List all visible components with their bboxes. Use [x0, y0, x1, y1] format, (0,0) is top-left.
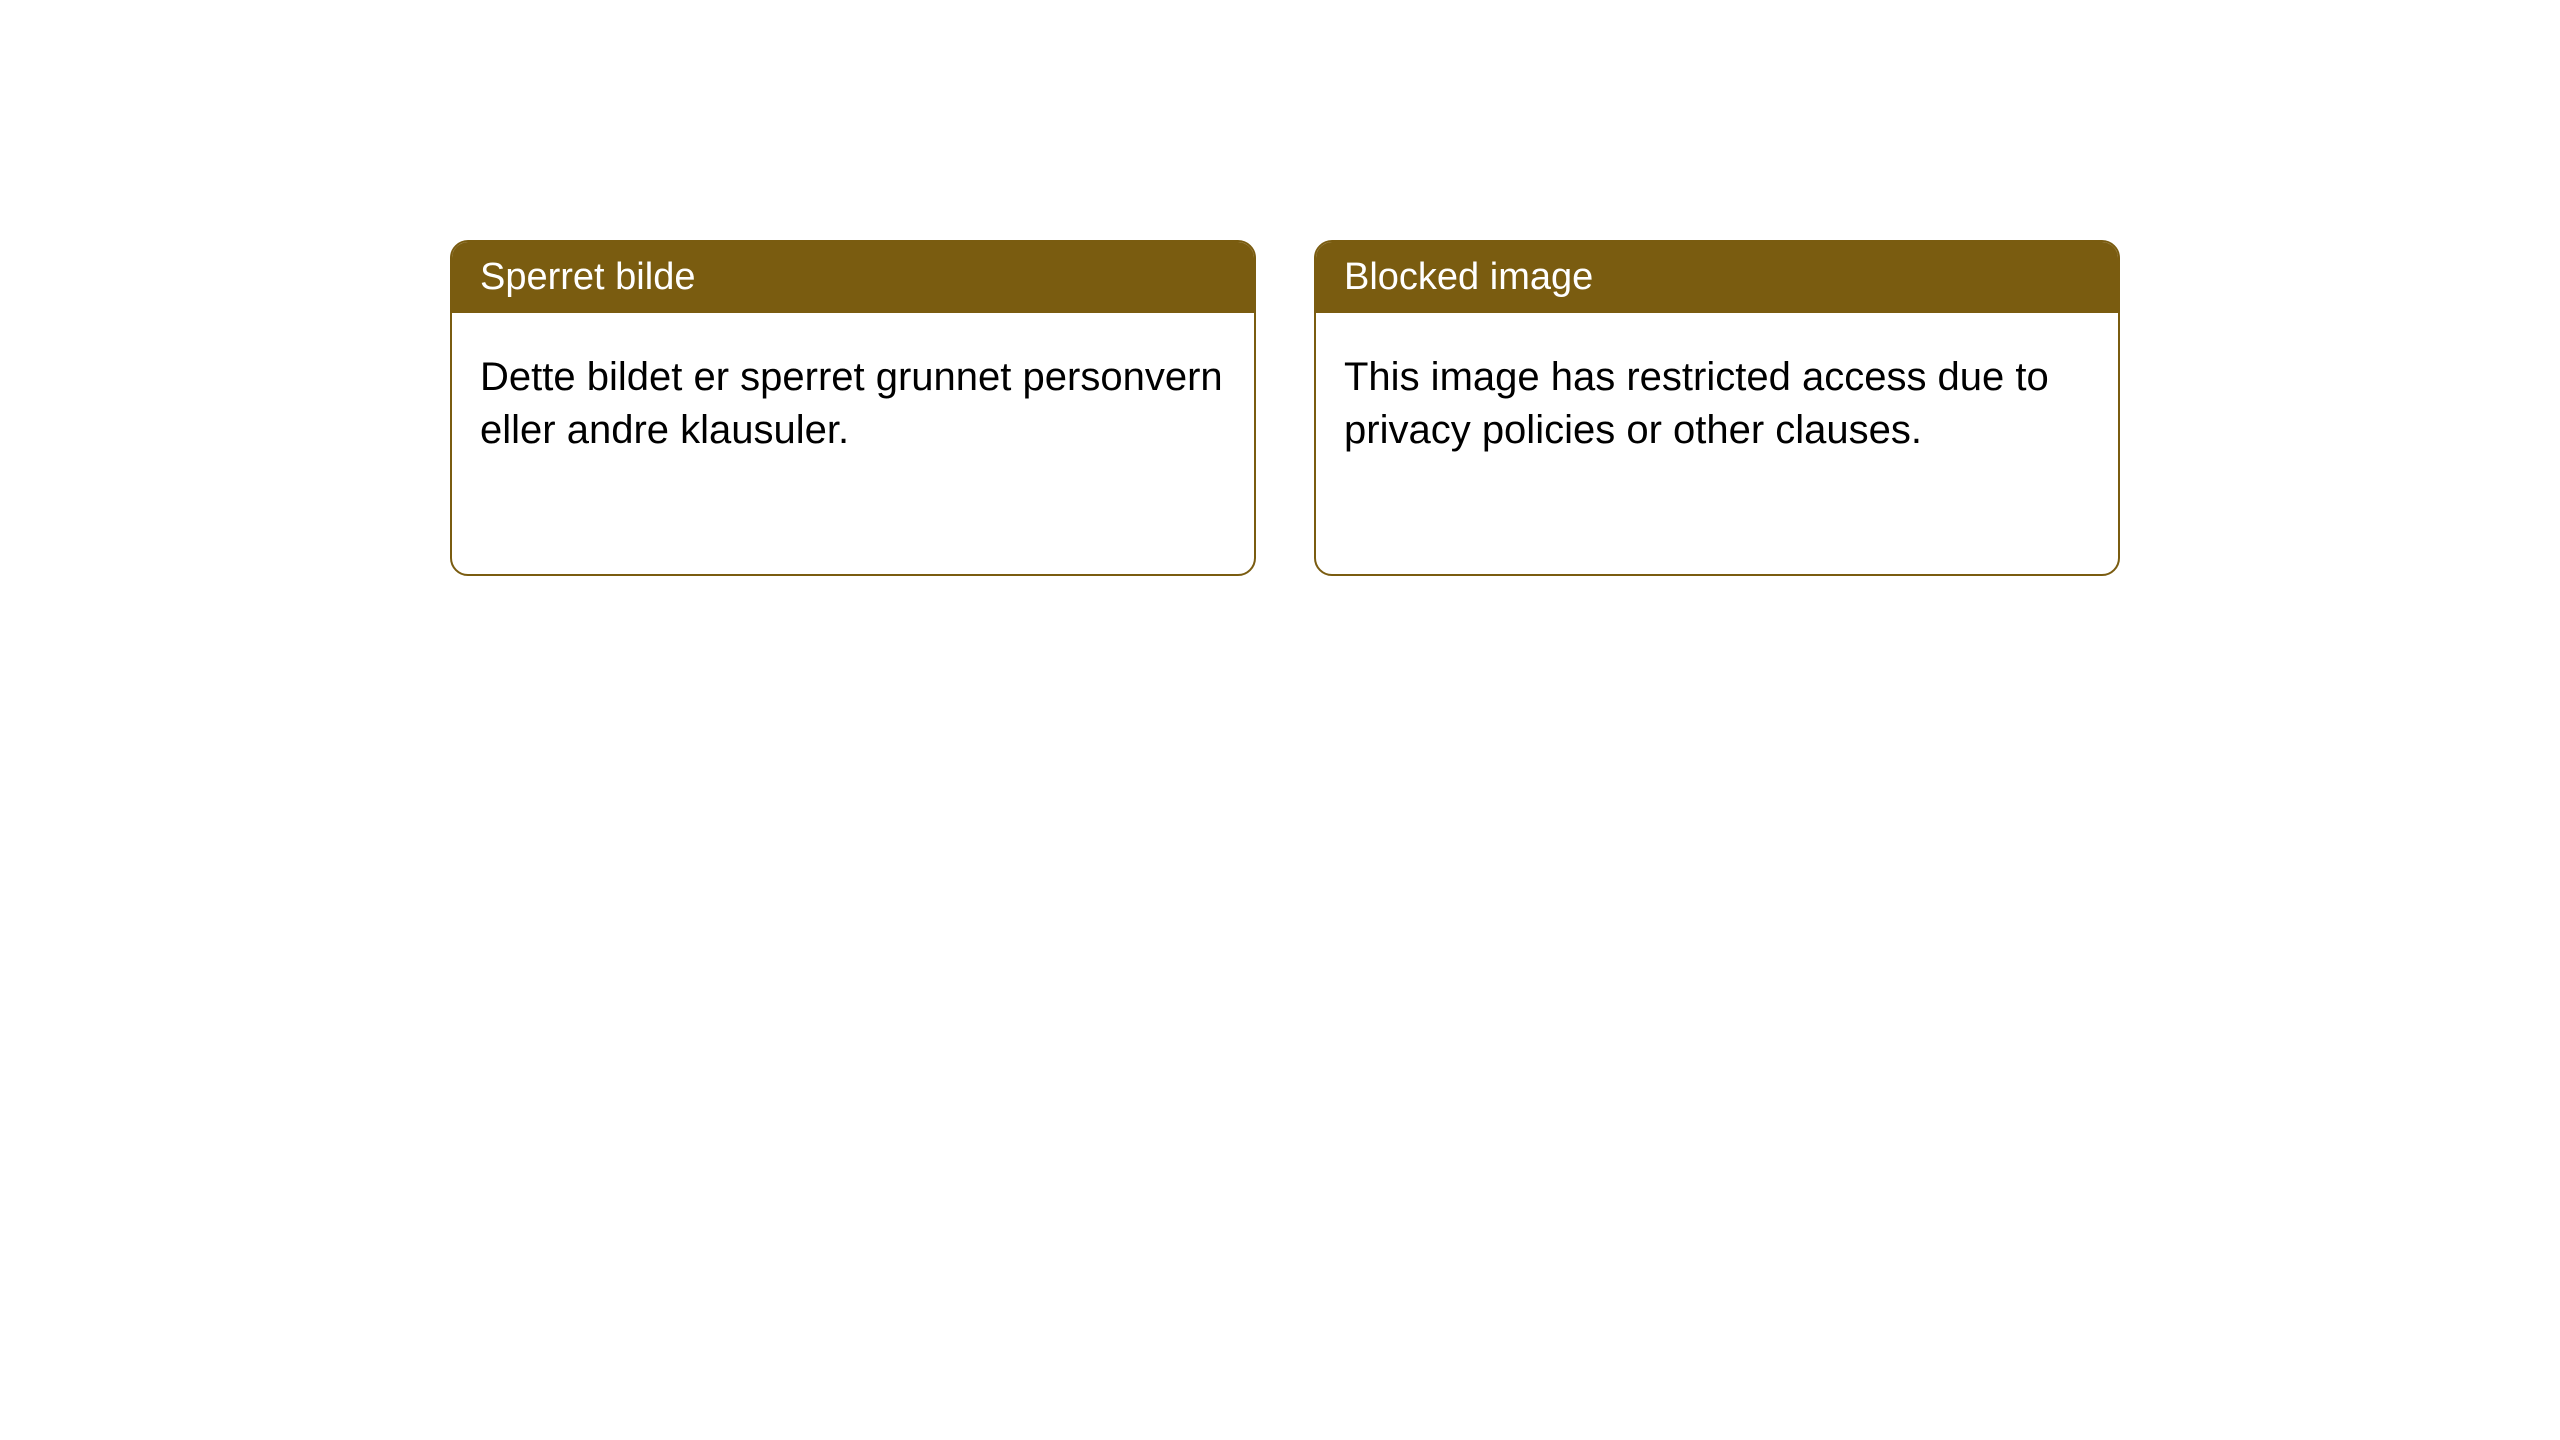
notice-card-english: Blocked image This image has restricted …: [1314, 240, 2120, 576]
card-body-text: This image has restricted access due to …: [1344, 355, 2049, 452]
card-header: Sperret bilde: [452, 242, 1254, 313]
card-title: Blocked image: [1344, 256, 1593, 298]
card-body: This image has restricted access due to …: [1316, 313, 2118, 495]
notice-card-norwegian: Sperret bilde Dette bildet er sperret gr…: [450, 240, 1256, 576]
card-header: Blocked image: [1316, 242, 2118, 313]
card-body: Dette bildet er sperret grunnet personve…: [452, 313, 1254, 495]
card-title: Sperret bilde: [480, 256, 695, 298]
notice-cards-container: Sperret bilde Dette bildet er sperret gr…: [0, 0, 2560, 576]
card-body-text: Dette bildet er sperret grunnet personve…: [480, 355, 1223, 452]
